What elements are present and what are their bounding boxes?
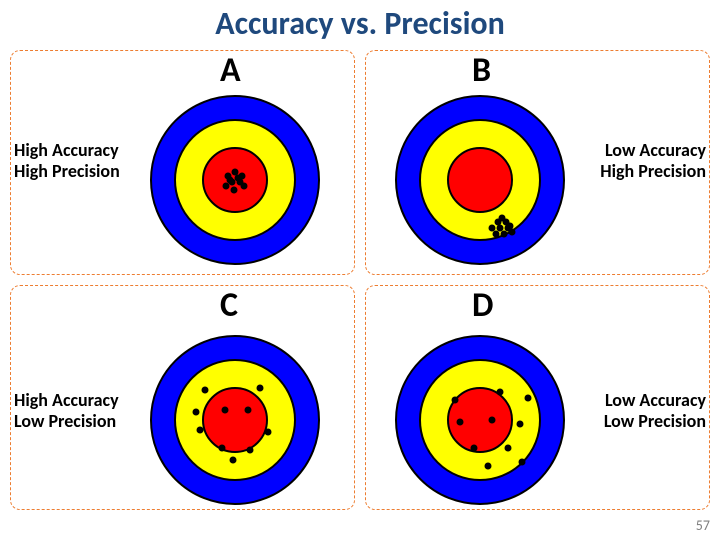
shot-dot [505,445,512,452]
target-ring [447,147,513,213]
shot-dot [235,175,242,182]
panel-caption-b: Low AccuracyHigh Precision [600,140,706,181]
panel-letter-b: B [472,50,491,91]
shot-dot [230,457,237,464]
shot-dot [471,445,478,452]
shot-dot [193,409,200,416]
panel-caption-a: High AccuracyHigh Precision [14,140,120,181]
panel-letter-a: A [220,50,241,91]
shot-dot [197,427,204,434]
shot-dot [227,177,234,184]
shot-dot [223,183,230,190]
shot-dot [489,417,496,424]
shot-dot [247,447,254,454]
shot-dot [219,445,226,452]
shot-dot [265,429,272,436]
shot-dot [493,231,500,238]
shot-dot [231,187,238,194]
shot-dot [245,407,252,414]
shot-dot [202,387,209,394]
panel-letter-d: D [472,285,493,326]
shot-dot [485,463,492,470]
shot-dot [501,231,508,238]
shot-dot [507,223,514,230]
shot-dot [257,385,264,392]
shot-dot [517,421,524,428]
panel-caption-d: Low AccuracyLow Precision [604,390,706,431]
shot-dot [509,229,516,236]
shot-dot [525,395,532,402]
shot-dot [519,459,526,466]
shot-dot [497,389,504,396]
shot-dot [499,215,506,222]
shot-dot [241,183,248,190]
shot-dot [457,419,464,426]
panel-letter-c: C [220,285,238,326]
page-title: Accuracy vs. Precision [0,4,720,43]
page-number: 57 [696,517,710,534]
panel-caption-c: High AccuracyLow Precision [14,390,119,431]
target-ring [202,387,268,453]
shot-dot [222,407,229,414]
shot-dot [452,397,459,404]
